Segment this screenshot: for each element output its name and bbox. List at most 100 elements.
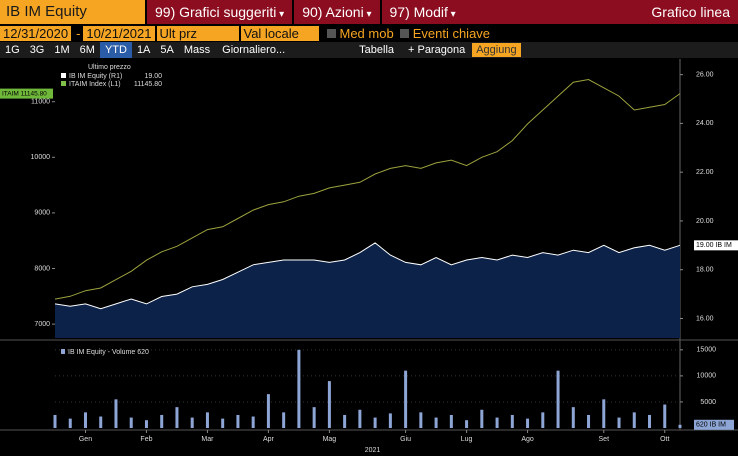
menu[interactable]: 90) Azioni	[292, 0, 379, 24]
y2-tick-label: 18.00	[696, 267, 714, 274]
currency-field[interactable]: Val locale	[240, 25, 319, 41]
volume-bar	[678, 424, 682, 428]
y2-tick-label: 24.00	[696, 120, 714, 127]
volume-bar	[617, 417, 621, 428]
x-tick-label: Set	[599, 436, 610, 443]
value-tag: ITAIM 11145.80	[2, 90, 47, 97]
checkbox[interactable]	[326, 28, 336, 38]
value-tag: 620 IB IM	[696, 422, 726, 429]
volume-bar	[541, 412, 545, 428]
value-tag-bg	[0, 88, 53, 99]
x-tick-label: Giu	[400, 436, 411, 443]
volume-bar	[144, 420, 148, 428]
volume-bar	[327, 381, 331, 428]
period-button[interactable]: 1G	[5, 44, 20, 56]
volume-bar	[251, 416, 255, 428]
period-button[interactable]: 5A	[160, 44, 174, 56]
volume-bar	[160, 414, 164, 428]
x-axis-label: 2021	[365, 447, 381, 454]
period-button[interactable]: 1A	[136, 44, 151, 56]
y-tick-label: 10000	[31, 154, 51, 161]
y2-tick-label: 16.00	[696, 315, 714, 322]
volume-bar	[221, 418, 225, 428]
volume-bar	[312, 407, 316, 428]
volume-bar	[266, 394, 270, 428]
volume-bar	[449, 414, 453, 428]
y2-tick-label: 22.00	[696, 169, 714, 176]
volume-bar	[175, 407, 179, 428]
chart: 7000 8000 9000 10000 11000 16.00 18.00 20.00 22.…	[0, 59, 738, 454]
line	[54, 242, 681, 310]
legend-label: ITAIM Index (L1)	[69, 81, 121, 88]
area	[55, 242, 680, 338]
volume-bar	[663, 404, 667, 428]
value-tag-bg	[694, 240, 738, 251]
price-field[interactable]: Ult prz	[156, 25, 239, 41]
chart-type[interactable]: Grafico linea	[651, 4, 730, 20]
legend-swatch	[61, 349, 65, 354]
x-tick-label: Gen	[79, 436, 92, 443]
legend-value: 19.00	[144, 73, 162, 80]
x-tick-label: Mag	[323, 436, 337, 443]
legend-value: 11145.80	[134, 81, 162, 88]
start-date[interactable]: 12/31/2020	[0, 25, 72, 41]
checkbox[interactable]	[399, 28, 409, 38]
volume-bar	[297, 349, 301, 428]
y-tick-label: 8000	[34, 265, 50, 272]
moving-avg[interactable]: Med mob	[339, 25, 394, 41]
key-events[interactable]: Eventi chiave	[412, 25, 491, 41]
volume-bar	[526, 418, 530, 428]
volume-bar	[434, 417, 438, 428]
end-date[interactable]: 10/21/2021	[83, 25, 155, 41]
y2-tick-label: 26.00	[696, 71, 714, 78]
volume-bar	[632, 412, 636, 428]
volume-bar	[419, 412, 423, 428]
compare-button[interactable]: + Paragona	[408, 44, 466, 56]
volume-bar	[190, 417, 194, 428]
menus: 99) Grafici suggeriti90) Azioni97) Modif	[145, 0, 464, 24]
controls-bar: 12/31/2020 - 10/21/2021 Ult prz Val loca…	[0, 25, 738, 41]
x-tick-label: Mar	[201, 436, 214, 443]
volume-bar	[388, 413, 392, 428]
volume-bar	[495, 417, 499, 428]
period-buttons: 1G 3G 1M 6M YTD 1A 5A Mass	[0, 42, 215, 58]
value-tag: 19.00 IB IM	[696, 242, 732, 249]
volume-bar	[556, 370, 560, 428]
volume-bar	[465, 420, 469, 428]
volume-bar	[510, 414, 514, 428]
menu[interactable]: 97) Modif	[379, 0, 464, 24]
period-button[interactable]: YTD	[99, 42, 132, 58]
y-tick-label: 11000	[31, 99, 50, 106]
volume-bar	[648, 414, 652, 428]
period-button[interactable]: 6M	[79, 44, 95, 56]
y-tick-label: 7000	[34, 321, 50, 328]
volume-bar	[587, 414, 591, 428]
volume-bar	[404, 370, 408, 428]
volume-bar	[205, 412, 209, 428]
y-tick-label: 9000	[34, 210, 50, 217]
period-button[interactable]: 1M	[54, 44, 70, 56]
y-tick-label: 10000	[697, 373, 717, 380]
volume-bar	[358, 409, 362, 428]
volume-bar	[99, 416, 103, 428]
value-tag-bg	[694, 419, 734, 430]
add-button[interactable]: Aggiung	[472, 43, 521, 57]
volume-bar	[480, 409, 484, 428]
volume-bar	[68, 418, 72, 428]
table-button[interactable]: Tabella	[359, 44, 394, 56]
period-button[interactable]: 3G	[29, 44, 45, 56]
menu[interactable]: 99) Grafici suggeriti	[145, 0, 292, 24]
period-button[interactable]: Mass	[183, 44, 211, 56]
volume-bar	[114, 399, 118, 428]
x-tick-label: Ago	[521, 436, 534, 443]
function-bar: IB IM Equity 99) Grafici suggeriti90) Az…	[0, 0, 738, 24]
volume-bar	[53, 414, 57, 428]
volume-bar	[83, 412, 87, 428]
volume-title: IB IM Equity - Volume 620	[68, 349, 149, 356]
date-separator: -	[76, 25, 81, 41]
frequency[interactable]: Giornaliero...	[222, 44, 286, 56]
x-tick-label: Apr	[263, 436, 275, 443]
security-field[interactable]: IB IM Equity	[0, 0, 145, 24]
legend-swatch	[61, 73, 66, 78]
